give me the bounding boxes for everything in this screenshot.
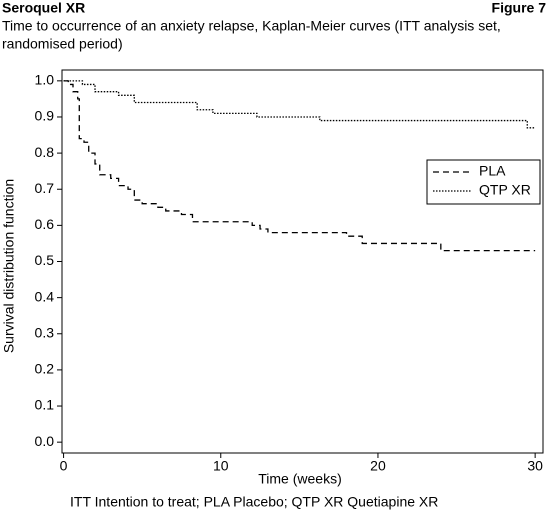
legend-box xyxy=(426,159,541,205)
plot-frame xyxy=(61,69,544,454)
y-tick-label: 0.8 xyxy=(35,144,55,160)
y-tick-label: 0.1 xyxy=(35,397,55,413)
legend-label: QTP XR xyxy=(479,182,531,198)
x-tick-label: 0 xyxy=(60,458,68,474)
y-tick-label: 1.0 xyxy=(35,72,55,88)
y-tick-label: 0.9 xyxy=(35,108,55,124)
x-tick-label: 10 xyxy=(213,458,229,474)
y-tick-label: 0.4 xyxy=(35,288,55,304)
figure-label: Figure 7 xyxy=(492,0,547,16)
x-tick-label: 30 xyxy=(527,458,543,474)
y-tick-label: 0.0 xyxy=(35,433,55,449)
legend-label: PLA xyxy=(479,163,506,179)
y-axis-label: Survival distribution function xyxy=(1,179,17,353)
x-axis-label: Time (weeks) xyxy=(258,471,342,487)
subtitle: randomised period) xyxy=(2,36,123,52)
x-tick-label: 20 xyxy=(370,458,386,474)
survival-curve xyxy=(63,80,536,252)
footnote: ITT Intention to treat; PLA Placebo; QTP… xyxy=(70,494,438,510)
y-tick-label: 0.2 xyxy=(35,361,55,377)
y-tick-label: 0.6 xyxy=(35,216,55,232)
y-tick-label: 0.7 xyxy=(35,180,55,196)
y-tick-label: 0.5 xyxy=(35,252,55,268)
y-tick-label: 0.3 xyxy=(35,324,55,340)
doc-title: Seroquel XR xyxy=(2,0,85,16)
subtitle: Time to occurrence of an anxiety relapse… xyxy=(2,18,501,34)
survival-curve xyxy=(63,80,536,129)
